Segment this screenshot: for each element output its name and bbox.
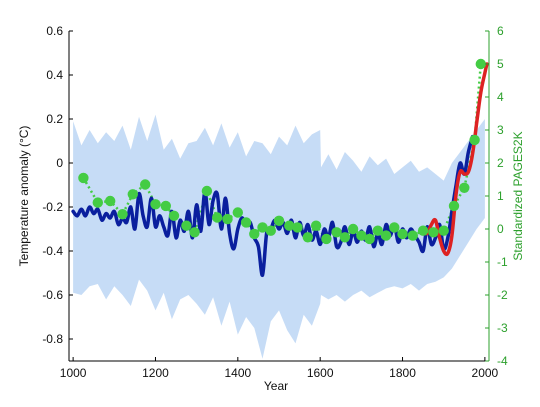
pages2k-marker	[292, 222, 303, 233]
y-tick-label-right: -4	[497, 354, 508, 368]
pages2k-marker	[201, 185, 213, 197]
pages2k-marker	[127, 189, 138, 200]
y-tick-label-right: 4	[497, 90, 504, 104]
y-tick-label-right: -2	[497, 288, 508, 302]
y-tick-label-left: -0.6	[42, 288, 63, 302]
x-tick-label: 1000	[60, 366, 87, 380]
pages2k-marker	[150, 199, 161, 210]
pages2k-marker	[189, 227, 200, 238]
pages2k-marker	[168, 210, 180, 221]
pages2k-marker	[380, 230, 392, 241]
uncertainty-band	[73, 114, 485, 359]
pages2k-marker	[284, 220, 295, 231]
x-tick-label: 1800	[389, 366, 416, 380]
y-tick-label-left: 0	[56, 156, 63, 170]
pages2k-marker	[331, 227, 342, 238]
pages2k-marker	[356, 230, 367, 241]
pages2k-marker	[459, 182, 470, 193]
x-tick-label: 1400	[224, 366, 251, 380]
pages2k-marker	[364, 233, 375, 245]
pages2k-marker	[240, 217, 252, 228]
pages2k-marker	[78, 172, 89, 184]
pages2k-marker	[448, 200, 460, 212]
y-tick-label-right: 3	[497, 123, 504, 137]
x-tick-label: 2000	[472, 366, 499, 380]
pages2k-marker	[347, 223, 359, 235]
y-tick-label-right: 6	[497, 24, 504, 38]
left-tick-labels: 0.6 0.4 0.2 0 -0.2 -0.4 -0.6 -0.8	[42, 24, 63, 346]
pages2k-marker	[438, 225, 449, 236]
y-tick-label-right: -1	[497, 255, 508, 269]
y-tick-label-left: 0.6	[46, 24, 63, 38]
reconstruction-line	[71, 134, 475, 277]
y-tick-label-left: -0.2	[42, 200, 63, 214]
pages2k-marker	[222, 213, 233, 225]
pages2k-marker	[372, 225, 383, 236]
pages2k-marker	[105, 195, 116, 207]
y-axis-title-left: Temperature anomaly (°C)	[17, 126, 31, 267]
uncertainty-band-layer	[73, 114, 485, 359]
pages2k-marker	[273, 215, 285, 226]
y-tick-label-right: 1	[497, 189, 504, 203]
pages2k-marker	[310, 220, 322, 231]
pages2k-markers-layer	[78, 58, 486, 245]
pages2k-marker	[160, 200, 171, 212]
y-axis-title-right: Standardized PAGES2K	[511, 131, 525, 260]
pages2k-marker	[212, 212, 223, 223]
instrumental-line	[421, 62, 489, 257]
pages2k-marker	[428, 227, 439, 238]
pages2k-marker	[232, 207, 243, 218]
y-tick-label-left: 0.2	[46, 112, 63, 126]
x-tick-label: 1200	[142, 366, 169, 380]
pages2k-marker	[389, 222, 400, 233]
y-tick-label-right: 0	[497, 222, 504, 236]
pages2k-marker	[92, 197, 104, 208]
axes-layer	[68, 30, 490, 362]
pages2k-marker	[469, 134, 480, 146]
y-tick-label-right: 2	[497, 156, 504, 170]
y-tick-label-left: -0.4	[42, 244, 63, 258]
x-tick-label: 1600	[307, 366, 334, 380]
pages2k-marker	[407, 230, 418, 241]
pages2k-marker	[181, 220, 192, 231]
y-tick-label-right: -3	[497, 321, 508, 335]
y-tick-label-right: 5	[497, 57, 504, 71]
pages2k-marker	[321, 233, 332, 245]
right-tick-labels: 6 5 4 3 2 1 0 -1 -2 -3 -4	[497, 24, 508, 368]
y-tick-label-left: 0.4	[46, 68, 63, 82]
pages2k-marker	[339, 232, 351, 243]
pages2k-marker	[140, 179, 151, 190]
x-tick-labels: 1000 1200 1400 1600 1800 2000	[60, 366, 499, 380]
pages2k-marker	[475, 58, 486, 70]
pages2k-marker	[249, 228, 260, 240]
x-axis-title: Year	[264, 379, 288, 393]
pages2k-marker	[257, 222, 268, 233]
y-tick-label-left: -0.8	[42, 332, 63, 346]
pages2k-marker	[302, 232, 313, 243]
pages2k-marker	[117, 209, 128, 220]
pages2k-marker	[417, 225, 429, 236]
pages2k-marker	[397, 228, 408, 240]
pages2k-marker	[265, 225, 276, 236]
